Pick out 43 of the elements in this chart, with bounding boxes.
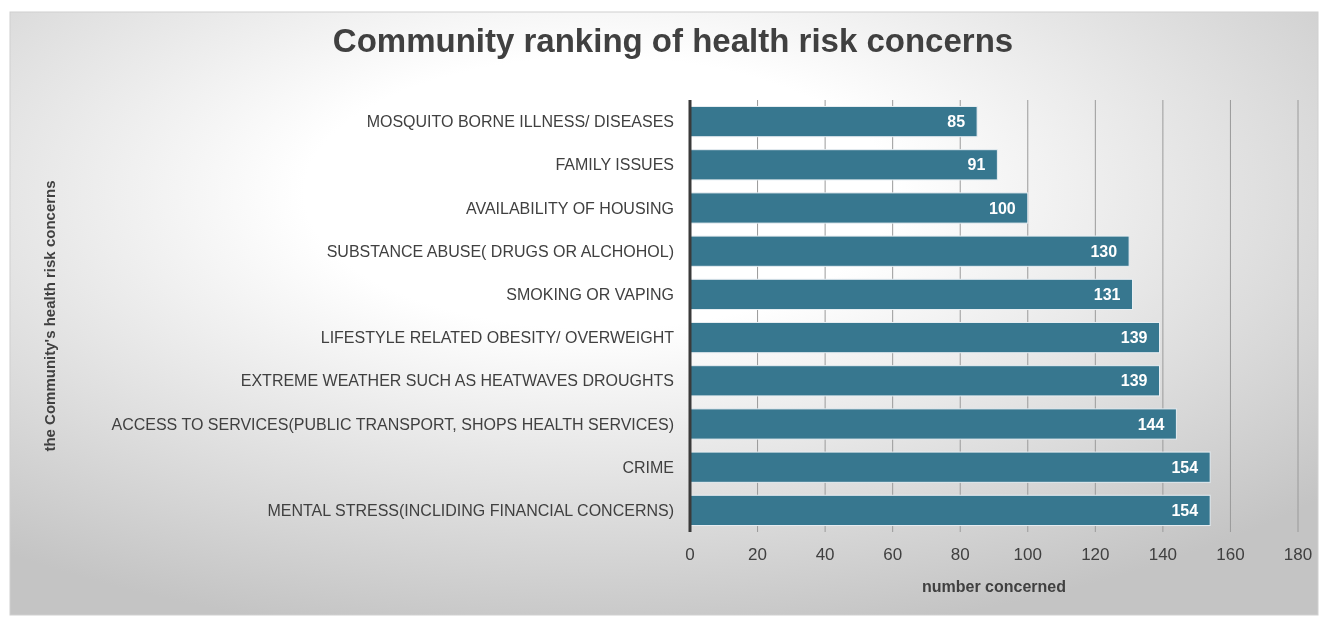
x-tick-label: 120 xyxy=(1081,545,1110,564)
x-tick-label: 160 xyxy=(1216,545,1245,564)
y-tick-label: ACCESS TO SERVICES(PUBLIC TRANSPORT, SHOPS HEALTH SERVICES) xyxy=(111,415,674,433)
x-tick-label: 180 xyxy=(1283,545,1313,564)
bar xyxy=(689,149,998,181)
data-label: 130 xyxy=(1090,242,1118,260)
data-label: 144 xyxy=(1137,415,1165,433)
data-label: 154 xyxy=(1171,502,1199,519)
bar xyxy=(689,365,1161,397)
bar xyxy=(689,408,1177,440)
y-tick-label: MENTAL STRESS(INCLIDING FINANCIAL CONCERNS) xyxy=(267,502,674,519)
y-tick-label: FAMILY ISSUES xyxy=(555,156,674,174)
y-tick-label: LIFESTYLE RELATED OBESITY/ OVERWEIGHT xyxy=(320,329,675,347)
y-tick-label: MOSQUITO BORNE ILLNESS/ DISEASES xyxy=(366,113,674,131)
bar xyxy=(689,235,1130,267)
y-tick-label: SUBSTANCE ABUSE( DRUGS OR ALCHOHOL) xyxy=(326,242,674,260)
x-tick-label: 60 xyxy=(883,545,903,564)
x-tick-label: 40 xyxy=(815,545,835,564)
x-tick-label: 100 xyxy=(1013,545,1042,564)
x-axis-title: number concerned xyxy=(921,578,1067,595)
y-tick-label: AVAILABILITY OF HOUSING xyxy=(465,199,674,217)
x-tick-label: 20 xyxy=(748,545,768,564)
data-label: 139 xyxy=(1120,372,1148,390)
bar xyxy=(689,278,1133,311)
chart-title: Community ranking of health risk concerns xyxy=(332,22,1014,59)
x-tick-label: 140 xyxy=(1148,545,1178,564)
bar xyxy=(689,451,1211,483)
data-label: 100 xyxy=(989,199,1016,217)
y-tick-label: EXTREME WEATHER SUCH AS HEATWAVES DROUGHTS xyxy=(240,372,674,390)
data-label: 154 xyxy=(1171,458,1199,476)
data-label: 131 xyxy=(1093,286,1121,303)
y-tick-label: CRIME xyxy=(622,458,674,476)
bar xyxy=(689,321,1161,354)
x-tick-label: 80 xyxy=(950,545,970,564)
data-label: 85 xyxy=(947,113,966,131)
x-tick-label: 0 xyxy=(685,545,695,564)
data-label: 139 xyxy=(1120,329,1148,347)
y-tick-label: SMOKING OR VAPING xyxy=(506,286,674,303)
y-axis-title: the Community's health risk concerns xyxy=(41,180,58,452)
bar xyxy=(689,192,1029,224)
data-label: 91 xyxy=(967,156,986,174)
bar xyxy=(689,105,978,138)
bar xyxy=(689,494,1211,527)
